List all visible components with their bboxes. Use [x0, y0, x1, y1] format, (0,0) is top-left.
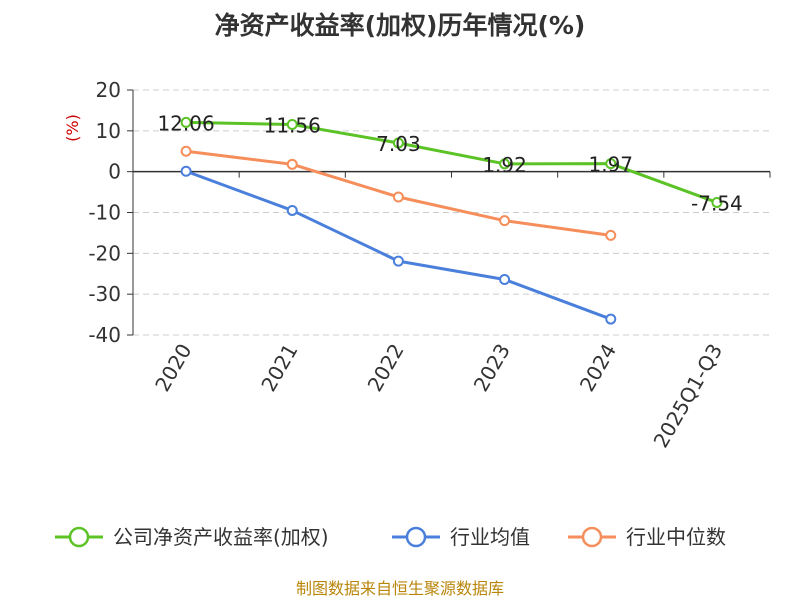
- y-tick-label: -40: [88, 323, 121, 347]
- legend-item[interactable]: 公司净资产收益率(加权): [55, 525, 329, 549]
- data-point[interactable]: [499, 215, 511, 227]
- y-tick-label: -10: [88, 201, 121, 225]
- y-tick-label: 10: [96, 119, 121, 143]
- data-point[interactable]: [180, 145, 192, 157]
- x-tick-label: 2021: [256, 340, 302, 396]
- data-point[interactable]: [286, 118, 298, 130]
- y-tick-label: 20: [96, 78, 121, 102]
- data-point[interactable]: [286, 158, 298, 170]
- data-label: 7.03: [376, 132, 421, 156]
- legend-label: 行业均值: [450, 525, 530, 549]
- x-tick-label: 2022: [363, 340, 409, 396]
- data-point[interactable]: [499, 158, 511, 170]
- data-label: 1.92: [482, 153, 527, 177]
- data-point[interactable]: [180, 116, 192, 128]
- series-group: [180, 116, 723, 325]
- legend-label: 行业中位数: [626, 525, 726, 549]
- data-labels: 12.06 11.56 7.03 1.92 1.97 -7.54: [157, 111, 742, 215]
- x-tick-label: 2024: [575, 340, 621, 396]
- legend-label: 公司净资产收益率(加权): [113, 525, 329, 549]
- data-point[interactable]: [605, 158, 617, 170]
- data-point[interactable]: [392, 137, 404, 149]
- legend-item[interactable]: 行业均值: [392, 525, 530, 549]
- data-label: 1.97: [588, 153, 633, 177]
- data-label: -7.54: [691, 191, 743, 215]
- data-point[interactable]: [711, 196, 723, 208]
- data-point[interactable]: [499, 273, 511, 285]
- data-point[interactable]: [392, 255, 404, 267]
- x-tick-label: 2023: [469, 340, 515, 396]
- data-point[interactable]: [605, 229, 617, 241]
- series-line: [186, 120, 718, 204]
- legend-item[interactable]: 行业中位数: [568, 525, 726, 549]
- data-point[interactable]: [392, 191, 404, 203]
- legend-marker-icon: [581, 526, 603, 548]
- source-note: 制图数据来自恒生聚源数据库: [296, 579, 504, 598]
- legend[interactable]: 公司净资产收益率(加权) 行业均值 行业中位数: [55, 525, 726, 549]
- legend-marker-icon: [405, 526, 427, 548]
- x-tick-label: 2025Q1-Q3: [649, 340, 728, 452]
- legend-marker-icon: [68, 526, 90, 548]
- y-tick-label: -20: [88, 241, 121, 265]
- data-point[interactable]: [605, 313, 617, 325]
- data-label: 11.56: [264, 113, 321, 137]
- y-tick-label: -30: [88, 282, 121, 306]
- data-point[interactable]: [286, 204, 298, 216]
- x-tick-label: 2020: [150, 340, 196, 396]
- chart-title: 净资产收益率(加权)历年情况(%): [215, 11, 586, 40]
- data-label: 12.06: [157, 111, 214, 135]
- grid: [133, 89, 770, 336]
- data-point[interactable]: [180, 165, 192, 177]
- y-axis-unit: (%): [63, 114, 82, 142]
- y-tick-label: 0: [108, 160, 121, 184]
